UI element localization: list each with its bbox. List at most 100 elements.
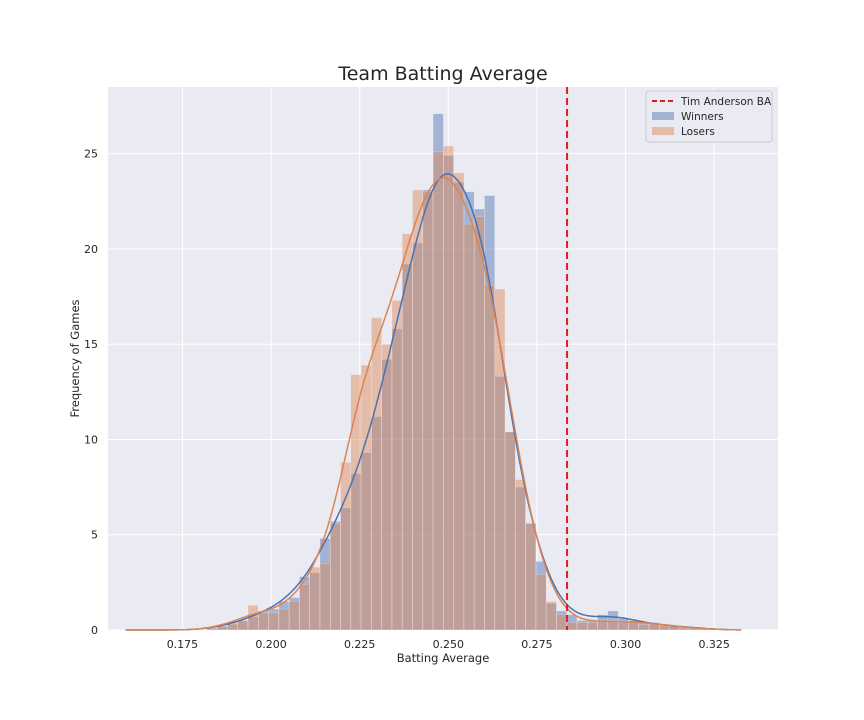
losers-bar [504, 431, 516, 631]
losers-bar [401, 233, 413, 631]
legend-losers-swatch [652, 127, 674, 135]
losers-bar [422, 191, 434, 631]
winners-bar [237, 620, 249, 631]
losers-bar [648, 622, 660, 631]
chart-title: Team Batting Average [337, 63, 547, 85]
winners-density-line [125, 173, 742, 631]
y-axis-ticks: 0 5 10 15 20 25 [84, 148, 98, 637]
winners-bar [206, 627, 218, 631]
losers-bar [617, 622, 629, 631]
winners-bar [443, 155, 454, 631]
winners-bar [340, 507, 352, 631]
winners-bar [371, 416, 382, 631]
x-tick-label: 0.200 [255, 638, 287, 651]
losers-bar [319, 563, 331, 631]
losers-bar [340, 462, 352, 631]
winners-bar [227, 623, 239, 631]
losers-bar [515, 479, 526, 631]
losers-bar [412, 189, 424, 631]
losers-bar [535, 574, 547, 631]
legend-losers-label: Losers [681, 126, 715, 138]
winners-bar [463, 191, 475, 631]
losers-bar [525, 523, 537, 631]
winners-bar [216, 625, 228, 631]
winners-bar [268, 608, 280, 631]
winners-bar [422, 189, 434, 631]
winners-bar [504, 431, 516, 631]
winners-bar [545, 603, 557, 631]
x-axis-ticks: 0.175 0.200 0.225 0.250 0.275 0.300 0.325 [167, 638, 730, 651]
winners-bar [576, 620, 588, 631]
losers-bar [586, 622, 598, 631]
losers-bar [309, 566, 321, 631]
winners-bar [412, 242, 424, 631]
losers-bar [237, 620, 249, 631]
losers-bar [258, 612, 269, 631]
legend: Tim Anderson BA Winners Losers [645, 90, 773, 143]
winners-bar [494, 376, 506, 631]
losers-bar [350, 374, 362, 631]
y-tick-label: 25 [84, 148, 98, 161]
losers-bar [278, 608, 290, 631]
losers-bar [381, 343, 393, 631]
losers-bar [288, 601, 300, 631]
winners-bar [247, 616, 259, 631]
legend-box [645, 90, 773, 143]
losers-bar [473, 216, 485, 631]
winners-bar [391, 328, 403, 631]
losers-bar [679, 627, 691, 631]
losers-bar [576, 622, 588, 631]
winners-bar [360, 452, 372, 631]
x-tick-label: 0.325 [698, 638, 730, 651]
y-tick-label: 0 [91, 624, 98, 637]
losers-bar [463, 223, 475, 631]
grid [108, 87, 778, 631]
legend-reference-label: Tim Anderson BA [680, 96, 772, 108]
losers-bar [453, 172, 465, 631]
x-tick-label: 0.175 [167, 638, 199, 651]
density-curves [125, 173, 742, 631]
losers-bar [484, 284, 496, 631]
winners-bar [597, 614, 609, 631]
losers-bar [391, 300, 403, 631]
winners-bar [319, 538, 331, 631]
winners-bar [432, 113, 444, 631]
losers-bar [494, 288, 506, 631]
winners-bar [515, 486, 526, 631]
legend-winners-swatch [652, 112, 674, 120]
losers-bar [607, 620, 619, 631]
losers-bar [216, 625, 228, 631]
winners-bar [535, 561, 547, 631]
winners-bar [288, 597, 300, 631]
losers-bar [299, 583, 311, 631]
losers-bar [545, 601, 557, 631]
losers-bar [556, 614, 568, 631]
y-tick-label: 5 [91, 529, 98, 542]
losers-bar [371, 317, 382, 631]
losers-bar [432, 151, 444, 631]
winners-bar [401, 263, 413, 631]
y-tick-label: 15 [84, 338, 98, 351]
losers-bar [443, 145, 454, 631]
winners-bar [350, 473, 362, 631]
losers-bar [206, 627, 218, 631]
losers-bar [329, 523, 341, 631]
losers-bar [638, 623, 650, 631]
winners-bar [309, 572, 321, 631]
x-tick-label: 0.275 [521, 638, 553, 651]
losers-bar [268, 612, 280, 631]
x-axis-label: Batting Average [397, 651, 490, 665]
x-tick-label: 0.225 [344, 638, 376, 651]
losers-bar [360, 364, 372, 631]
winners-bar [607, 610, 619, 631]
winners-bar [658, 625, 670, 631]
y-tick-label: 10 [84, 433, 98, 446]
y-tick-label: 20 [84, 243, 98, 256]
winners-bar [473, 208, 485, 631]
x-tick-label: 0.250 [433, 638, 465, 651]
y-axis-label: Frequency of Games [68, 299, 82, 417]
losers-bar [566, 622, 578, 631]
winners-bar [381, 359, 393, 631]
losers-density-line [125, 177, 742, 631]
